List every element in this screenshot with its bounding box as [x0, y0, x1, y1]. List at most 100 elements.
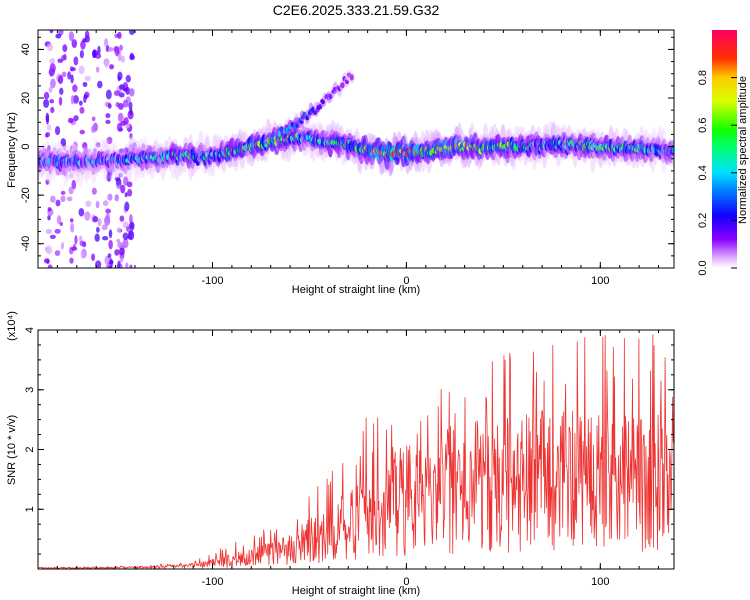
- heatmap-cell: [126, 226, 130, 232]
- heatmap-cell: [69, 172, 74, 179]
- heatmap-cell: [59, 87, 64, 95]
- heatmap-cell: [46, 124, 52, 131]
- heatmap-cell: [45, 132, 49, 138]
- heatmap-cell: [124, 201, 130, 212]
- heatmap-cell: [91, 116, 96, 122]
- heatmap-cell: [47, 207, 52, 212]
- snr-y-multiplier: (x10⁴): [6, 311, 18, 341]
- spectrogram-ylabel: Frequency (Hz): [6, 112, 18, 188]
- heatmap-cell: [72, 84, 78, 93]
- heatmap-cell: [114, 249, 120, 256]
- heatmap-cell: [58, 96, 63, 106]
- heatmap-cell: [129, 221, 135, 231]
- heatmap-cell: [129, 214, 133, 224]
- heatmap-cell: [119, 44, 123, 51]
- colorbar-label: Normalized spectral amplitude: [737, 76, 749, 224]
- heatmap-cell: [70, 94, 75, 105]
- heatmap-cell: [108, 47, 114, 52]
- heatmap-cell: [117, 241, 124, 249]
- heatmap-cell: [129, 30, 135, 35]
- heatmap-cell: [78, 207, 85, 217]
- heatmap-cell: [85, 200, 92, 207]
- heatmap-cell: [128, 101, 133, 110]
- heatmap-cell: [79, 129, 85, 135]
- heatmap-cell: [54, 125, 61, 136]
- heatmap-cell: [45, 112, 50, 122]
- heatmap-cell: [119, 257, 124, 263]
- heatmap-cell: [113, 90, 121, 96]
- heatmap-cell: [62, 44, 68, 53]
- heatmap-cell: [84, 75, 91, 81]
- spectrogram-frame: [37, 29, 675, 269]
- heatmap-cell: [96, 226, 100, 233]
- heatmap-cell: [54, 228, 61, 234]
- heatmap-cell: [48, 86, 53, 93]
- heatmap-cell: [108, 239, 113, 250]
- heatmap-cell: [55, 199, 61, 207]
- heatmap-cell: [43, 98, 50, 108]
- heatmap-cell: [92, 49, 97, 59]
- heatmap-cell: [119, 84, 125, 90]
- heatmap-cell: [105, 119, 111, 124]
- heatmap-cell: [97, 218, 102, 227]
- colorbar-tick-label: 0.4: [697, 165, 709, 180]
- heatmap-cell: [91, 253, 96, 261]
- heatmap-cell: [125, 262, 129, 268]
- heatmap-cell: [61, 71, 67, 78]
- heatmap-cell: [95, 200, 100, 209]
- heatmap-cell: [68, 31, 75, 42]
- heatmap-cell: [54, 250, 61, 256]
- heatmap-cell: [57, 58, 63, 64]
- heatmap-cell: [107, 253, 112, 259]
- heatmap-cell: [117, 71, 123, 81]
- heatmap-cell: [84, 211, 91, 221]
- heatmap-cell: [79, 49, 84, 59]
- heatmap-cell: [82, 37, 87, 43]
- heatmap-cell: [101, 224, 108, 231]
- heatmap-cell: [55, 33, 62, 39]
- heatmap-cell: [120, 184, 126, 194]
- colorbar-ticks: 0.0 0.2 0.4 0.6 0.8: [697, 70, 737, 276]
- heatmap-cell: [105, 212, 110, 221]
- heatmap-cell: [73, 56, 79, 66]
- heatmap-cell: [49, 99, 55, 104]
- heatmap-cell: [49, 30, 54, 34]
- heatmap-cell: [106, 136, 113, 145]
- heatmap-cell: [70, 74, 74, 84]
- heatmap-cell: [60, 242, 65, 250]
- heatmap-cell: [83, 94, 87, 104]
- heatmap-cell: [122, 87, 129, 92]
- snr-series-layer: [38, 334, 674, 569]
- heatmap-cell: [82, 81, 88, 87]
- heatmap-cell: [123, 117, 129, 125]
- heatmap-cell: [109, 64, 115, 70]
- heatmap-cell: [78, 235, 83, 243]
- heatmap-cell: [107, 265, 113, 268]
- heatmap-cell: [122, 232, 129, 241]
- colorbar-tick-label: 0.0: [697, 260, 709, 275]
- heatmap-cell: [95, 142, 101, 148]
- heatmap-cell: [69, 218, 74, 223]
- snr-ticks: -100 0 100 1 2 3 4: [24, 327, 674, 588]
- heatmap-cell: [116, 238, 121, 244]
- heatmap-cell: [117, 112, 124, 123]
- heatmap-cell: [107, 193, 113, 201]
- heatmap-cell: [129, 107, 133, 116]
- heatmap-cell: [107, 103, 112, 109]
- x-tick-label: -100: [201, 576, 223, 588]
- heatmap-cell: [71, 246, 78, 251]
- heatmap-cell: [340, 82, 345, 89]
- heatmap-cell: [91, 125, 96, 134]
- y-tick-label: -40: [20, 236, 32, 252]
- heatmap-cell: [43, 91, 50, 100]
- heatmap-cell: [43, 258, 50, 264]
- heatmap-cell: [49, 68, 54, 77]
- colorbar-tick-label: 0.8: [697, 70, 709, 85]
- heatmap-cell: [104, 38, 109, 48]
- heatmap-cell: [80, 40, 86, 50]
- heatmap-cell: [671, 146, 674, 154]
- heatmap-cell: [78, 65, 85, 74]
- x-tick-label: 0: [403, 275, 409, 287]
- y-tick-label: 0: [20, 144, 32, 150]
